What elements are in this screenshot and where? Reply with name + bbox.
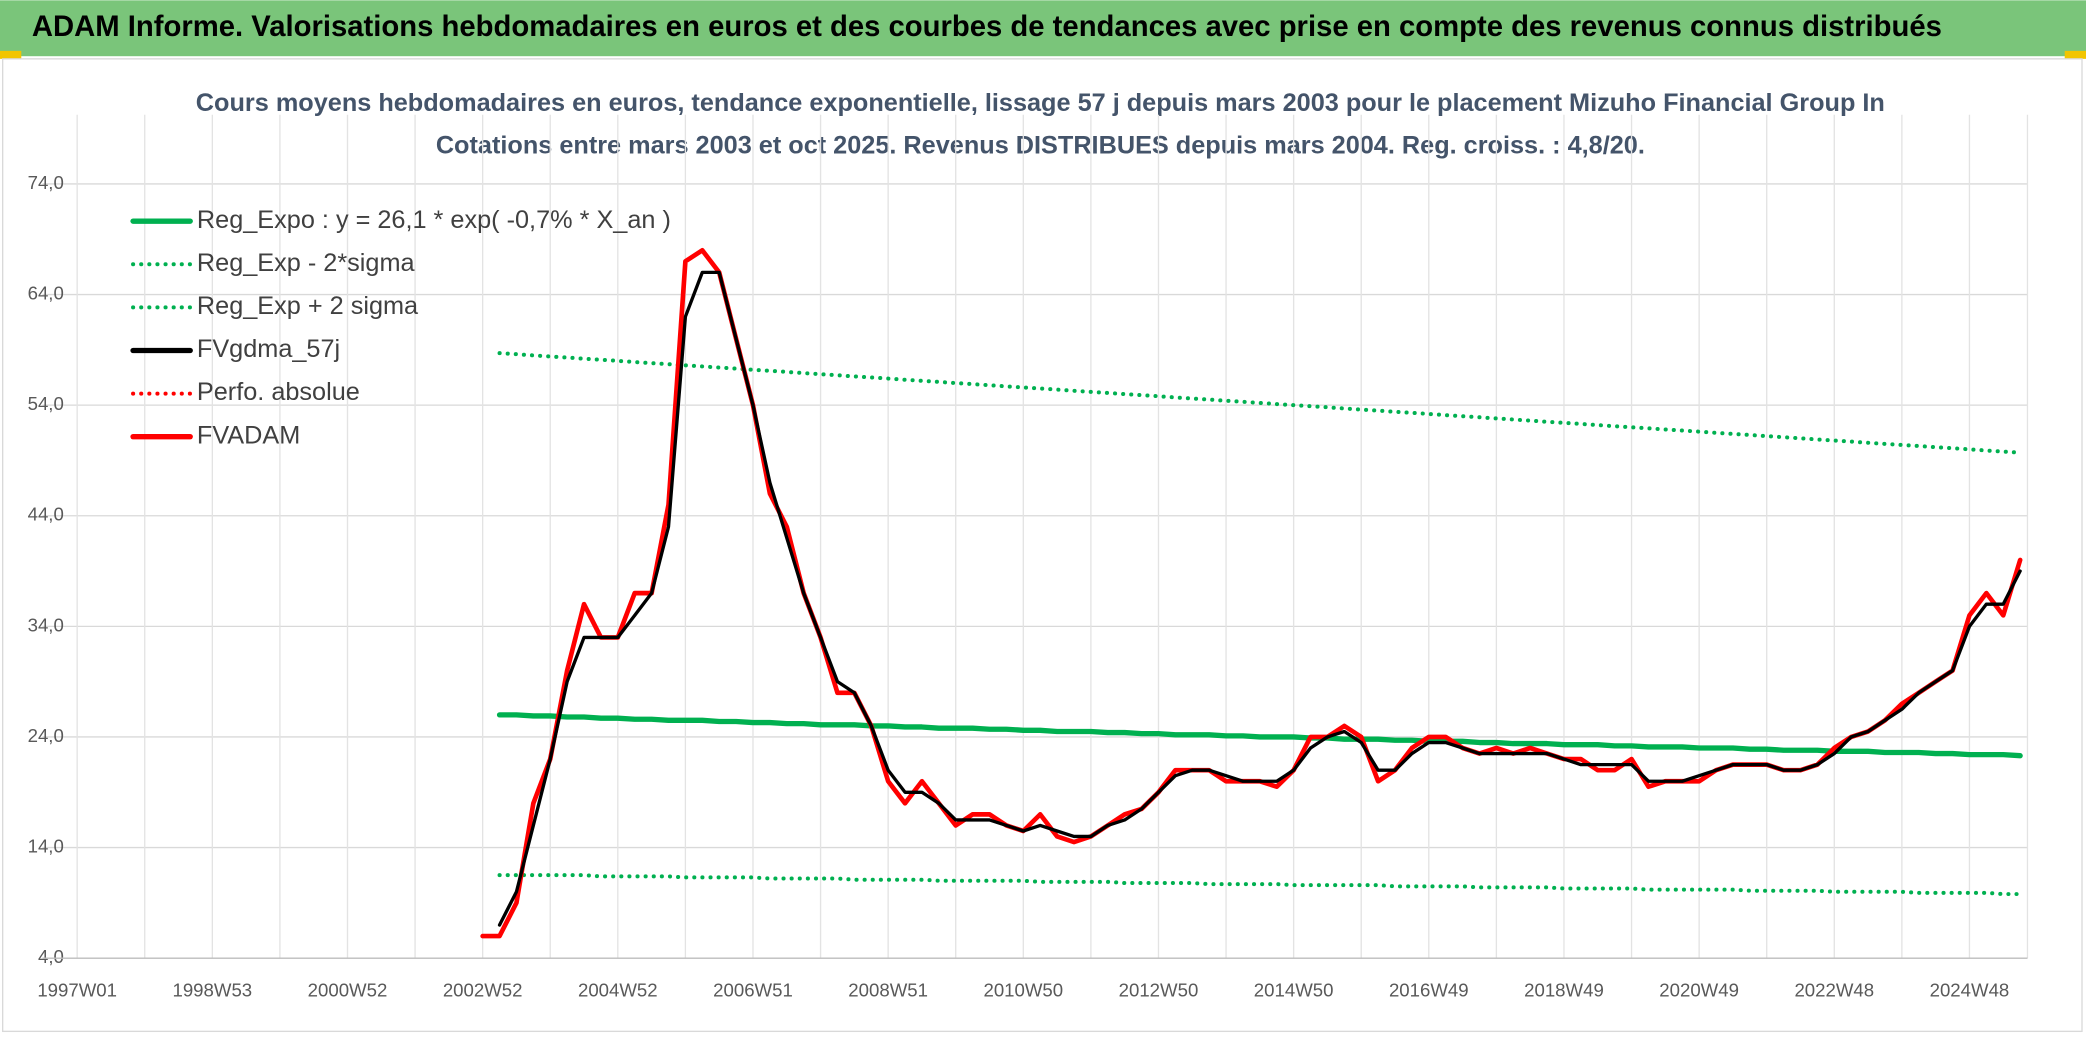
legend-label: Reg_Exp + 2 sigma — [197, 292, 419, 320]
y-tick-label: 64,0 — [28, 282, 64, 303]
grid: 4,0 14,0 24,0 34,0 44,0 54,0 64,0 74,0 1997W01 19… — [28, 114, 2029, 1000]
x-tick-label: 1998W53 — [172, 979, 252, 1000]
series-line — [497, 270, 2022, 927]
header-band — [0, 0, 2086, 57]
header-title: ADAM Informe. Valorisations hebdomadaire… — [32, 11, 1942, 43]
x-tick-label: 2020W49 — [1659, 979, 1739, 1000]
x-tick-label: 2018W49 — [1524, 979, 1604, 1000]
x-tick-label: 2004W52 — [578, 979, 658, 1000]
legend-label: Reg_Expo : y = 26,1 * exp( -0,7% * X_an … — [197, 206, 671, 234]
series-line — [496, 712, 2023, 759]
legend-label: Reg_Exp - 2*sigma — [197, 249, 416, 277]
x-tick-label: 2002W52 — [443, 979, 523, 1000]
legend-label: FVgdma_57j — [197, 335, 340, 363]
x-tick-label: 2006W51 — [713, 979, 793, 1000]
chart-title: Cours moyens hebdomadaires en euros, ten… — [196, 89, 1885, 117]
x-tick-label: 2014W50 — [1254, 979, 1334, 1000]
x-tick-label: 2022W48 — [1794, 979, 1874, 1000]
x-tick-label: 1997W01 — [37, 979, 117, 1000]
chart-frame — [1, 58, 2083, 1033]
x-tick-label: 2024W48 — [1930, 979, 2010, 1000]
y-tick-label: 14,0 — [28, 835, 64, 856]
corner-mark — [0, 50, 22, 59]
legend: Reg_Expo : y = 26,1 * exp( -0,7% * X_an … — [130, 206, 671, 449]
legend-label: FVADAM — [197, 421, 300, 449]
y-tick-label: 24,0 — [28, 725, 64, 746]
x-tick-label: 2012W50 — [1119, 979, 1199, 1000]
legend-label: Perfo. absolue — [197, 378, 360, 406]
series-line — [497, 873, 2023, 897]
x-tick-label: 2016W49 — [1389, 979, 1469, 1000]
corner-mark — [2064, 50, 2086, 59]
y-tick-label: 34,0 — [28, 614, 64, 635]
y-tick-label: 4,0 — [38, 946, 64, 967]
y-tick-label: 44,0 — [28, 504, 64, 525]
plot — [480, 247, 2023, 939]
series-line — [497, 351, 2023, 455]
chart-subtitle: Cotations entre mars 2003 et oct 2025. R… — [436, 131, 1645, 159]
y-tick-label: 74,0 — [28, 172, 64, 193]
x-tick-label: 2008W51 — [848, 979, 928, 1000]
y-tick-label: 54,0 — [28, 393, 64, 414]
x-tick-label: 2000W52 — [308, 979, 388, 1000]
x-tick-label: 2010W50 — [983, 979, 1063, 1000]
